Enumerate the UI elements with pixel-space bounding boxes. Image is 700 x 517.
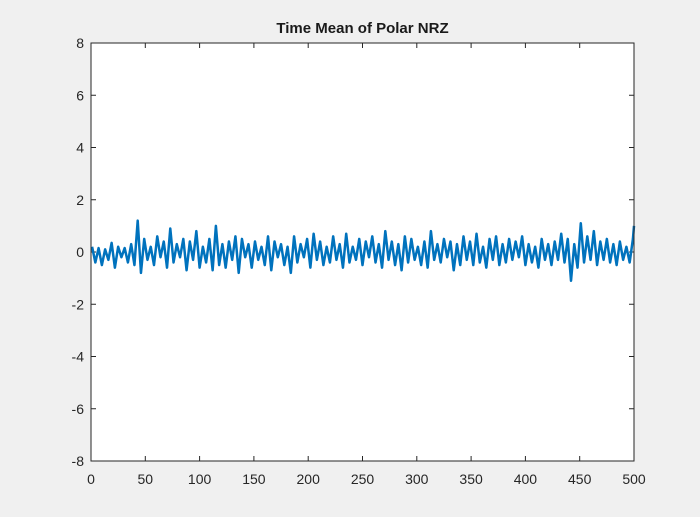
x-tick-label: 200 xyxy=(297,471,321,487)
x-tick-label: 50 xyxy=(138,471,154,487)
x-tick-label: 400 xyxy=(514,471,538,487)
y-tick-label: 8 xyxy=(76,35,84,51)
x-tick-label: 500 xyxy=(622,471,646,487)
x-tick-label: 350 xyxy=(459,471,483,487)
x-tick-label: 150 xyxy=(242,471,266,487)
x-tick-label: 0 xyxy=(87,471,95,487)
y-tick-label: 6 xyxy=(76,87,84,103)
plot-frame xyxy=(90,42,635,462)
y-tick-label: -6 xyxy=(72,401,85,417)
axis-tick-labels: 0 50 100 150 200 250 300 350 400 450 500 -8 -6 -4 -2 0 2… xyxy=(72,35,646,487)
chart-title: Time Mean of Polar NRZ xyxy=(276,20,448,37)
x-tick-label: 450 xyxy=(568,471,592,487)
y-tick-label: -8 xyxy=(72,453,85,469)
y-tick-label: -4 xyxy=(72,349,85,365)
y-tick-label: 4 xyxy=(76,140,84,156)
x-tick-label: 100 xyxy=(188,471,212,487)
y-tick-label: 0 xyxy=(76,244,84,260)
y-tick-label: -2 xyxy=(72,296,85,312)
x-tick-label: 250 xyxy=(351,471,375,487)
x-tick-label: 300 xyxy=(405,471,429,487)
series-line xyxy=(90,219,636,282)
y-tick-label: 2 xyxy=(76,192,84,208)
